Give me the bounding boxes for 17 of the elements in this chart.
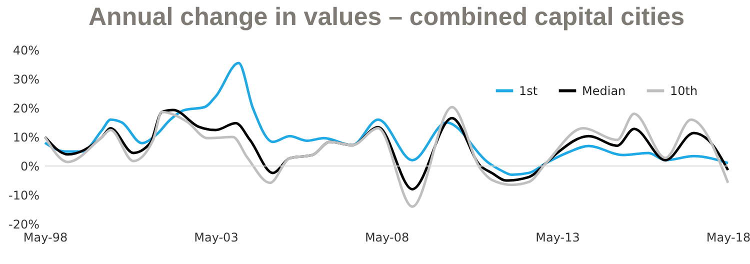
x-tick-label: May-03: [194, 230, 238, 244]
legend-label: Median: [582, 84, 626, 98]
x-tick-label: May-98: [23, 230, 68, 244]
y-tick-label: 40%: [12, 44, 40, 58]
y-tick-label: 20%: [12, 102, 40, 116]
legend-label: 1st: [519, 84, 538, 98]
line-series: [44, 106, 730, 208]
x-tick-label: May-08: [364, 230, 410, 244]
y-tick-label: -20%: [8, 218, 40, 232]
y-tick-label: 30%: [12, 72, 40, 86]
y-tick-label: 0%: [20, 160, 40, 174]
chart-title: Annual change in values – combined capital cities: [88, 3, 685, 31]
x-tick-label: May-13: [536, 230, 580, 244]
x-tick-label: May-18: [706, 230, 750, 244]
legend-label: 10th: [670, 84, 698, 98]
y-tick-label: 10%: [12, 130, 40, 144]
y-tick-label: -10%: [8, 188, 40, 202]
